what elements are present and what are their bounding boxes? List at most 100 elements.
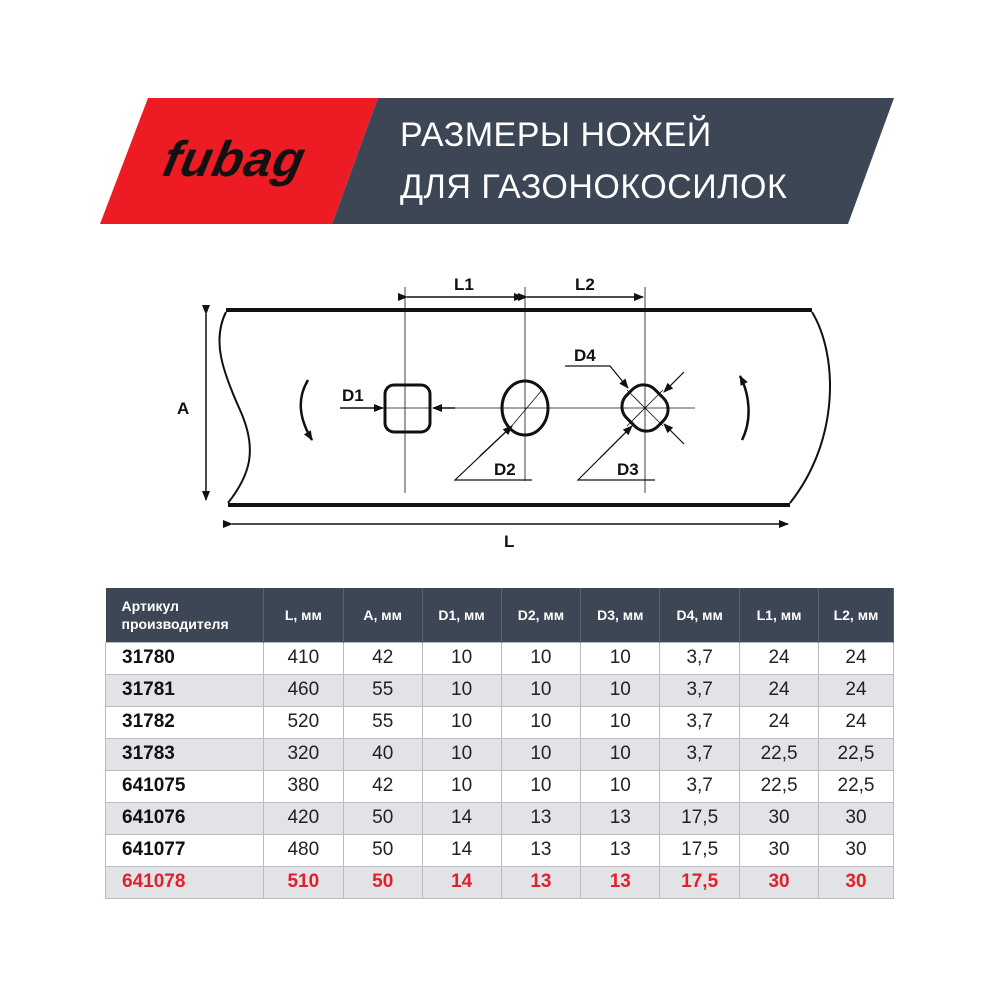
value-cell: 10 [580,705,661,739]
value-cell: 42 [342,769,423,803]
table-row: 31781 460 55 10 10 10 3,7 24 24 [105,673,894,707]
label-l1: L1 [454,275,474,294]
value-cell: 30 [818,801,894,835]
article-cell: 31781 [105,673,264,707]
value-cell: 420 [262,801,344,835]
value-cell: 42 [342,641,423,675]
label-d3: D3 [617,460,639,479]
value-cell: 24 [818,641,894,675]
table-header: Артикул производителя L, мм A, мм D1, мм D2,… [105,588,894,642]
value-cell: 17,5 [659,801,741,835]
column-header: L2, мм [818,588,894,642]
value-cell: 24 [739,641,819,675]
value-cell: 14 [421,865,502,899]
value-cell: 10 [421,737,502,771]
value-cell: 3,7 [659,769,741,803]
label-a: A [177,399,189,418]
value-cell: 10 [580,737,661,771]
value-cell: 17,5 [659,833,741,867]
label-d4: D4 [574,346,596,365]
value-cell: 3,7 [659,737,741,771]
value-cell: 55 [342,705,423,739]
blade-diagram: L1 L2 A L D1 D2 D3 D4 [177,275,831,551]
column-header: D4, мм [659,588,741,642]
article-cell: 31782 [105,705,264,739]
value-cell: 10 [580,769,661,803]
value-cell: 30 [739,865,819,899]
banner-dark-panel [332,98,894,224]
value-cell: 22,5 [818,769,894,803]
rotation-arrow-right [738,375,750,441]
label-l: L [504,532,514,551]
value-cell: 50 [342,865,423,899]
value-cell: 50 [342,833,423,867]
fubag-logo: fubag [158,131,310,187]
value-cell: 3,7 [659,673,741,707]
value-cell: 13 [500,865,582,899]
table-row: 31782 520 55 10 10 10 3,7 24 24 [105,705,894,739]
value-cell: 30 [739,833,819,867]
value-cell: 3,7 [659,705,741,739]
value-cell: 10 [500,737,582,771]
title-line-1: РАЗМЕРЫ НОЖЕЙ [400,116,712,154]
value-cell: 55 [342,673,423,707]
table-row: 641075 380 42 10 10 10 3,7 22,5 22,5 [105,769,894,803]
value-cell: 13 [580,865,661,899]
article-cell: 641078 [105,865,264,899]
table-row: 641078 510 50 14 13 13 17,5 30 30 [105,865,894,899]
banner-red-panel [100,98,378,224]
article-cell: 31783 [105,737,264,771]
value-cell: 480 [262,833,344,867]
table-row: 31780 410 42 10 10 10 3,7 24 24 [105,641,894,675]
value-cell: 520 [262,705,344,739]
column-header: D2, мм [501,588,582,642]
value-cell: 10 [580,673,661,707]
value-cell: 10 [500,769,582,803]
value-cell: 14 [421,801,502,835]
label-l2: L2 [575,275,595,294]
value-cell: 10 [421,705,502,739]
blade-left-edge [218,311,251,504]
value-cell: 410 [262,641,344,675]
blade-right-edge [789,311,831,504]
value-cell: 13 [580,833,661,867]
column-header: L1, мм [739,588,819,642]
value-cell: 50 [342,801,423,835]
article-cell: 641077 [105,833,264,867]
column-header: A, мм [343,588,423,642]
value-cell: 10 [421,769,502,803]
article-cell: 31780 [105,641,264,675]
blade-sizes-table: Артикул производителя L, мм A, мм D1, мм D2,… [105,588,894,899]
value-cell: 510 [262,865,344,899]
value-cell: 30 [739,801,819,835]
column-header: D1, мм [422,588,502,642]
value-cell: 22,5 [739,769,819,803]
label-d2: D2 [494,460,516,479]
table-row: 641077 480 50 14 13 13 17,5 30 30 [105,833,894,867]
value-cell: 13 [500,833,582,867]
article-cell: 641076 [105,801,264,835]
value-cell: 320 [262,737,344,771]
column-header: Артикул производителя [105,588,264,642]
column-header: L, мм [263,588,344,642]
value-cell: 10 [500,705,582,739]
value-cell: 14 [421,833,502,867]
title-line-2: ДЛЯ ГАЗОНОКОСИЛОК [400,168,788,206]
table-row: 31783 320 40 10 10 10 3,7 22,5 22,5 [105,737,894,771]
value-cell: 24 [818,673,894,707]
label-d1: D1 [342,386,364,405]
value-cell: 460 [262,673,344,707]
value-cell: 10 [500,641,582,675]
value-cell: 10 [421,641,502,675]
value-cell: 40 [342,737,423,771]
value-cell: 3,7 [659,641,741,675]
value-cell: 22,5 [739,737,819,771]
hole-d2 [500,379,550,437]
value-cell: 24 [739,705,819,739]
value-cell: 10 [500,673,582,707]
column-header: D3, мм [580,588,661,642]
value-cell: 13 [580,801,661,835]
table-row: 641076 420 50 14 13 13 17,5 30 30 [105,801,894,835]
value-cell: 24 [818,705,894,739]
value-cell: 24 [739,673,819,707]
